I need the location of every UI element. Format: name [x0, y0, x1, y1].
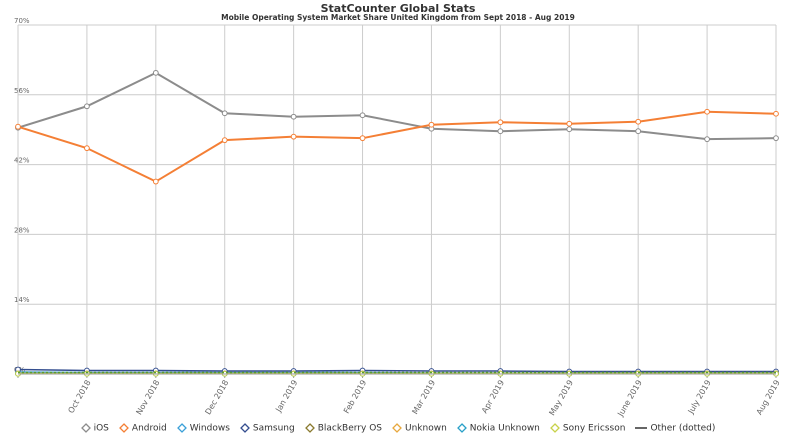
- legend-label: Nokia Unknown: [469, 423, 540, 434]
- data-point: [704, 108, 710, 115]
- legend-item[interactable]: Sony Ericsson: [549, 423, 626, 434]
- data-point: [773, 110, 779, 117]
- legend-diamond-icon: [239, 423, 250, 433]
- x-tick-label: July 2019: [686, 379, 713, 417]
- y-tick-label: 14%: [14, 296, 30, 304]
- legend-label: Sony Ericsson: [562, 423, 626, 434]
- legend-label: Samsung: [252, 423, 295, 434]
- data-point: [359, 112, 366, 119]
- series-line: [17, 110, 777, 183]
- data-point: [497, 119, 504, 126]
- data-point: [704, 136, 710, 143]
- data-point: [290, 133, 297, 140]
- data-point: [15, 123, 21, 130]
- legend-diamond-icon: [456, 423, 467, 433]
- legend-diamond-icon: [176, 423, 187, 433]
- x-tick-label: Aug 2019: [755, 379, 782, 417]
- legend-item[interactable]: Windows: [176, 423, 230, 434]
- data-point: [497, 128, 504, 135]
- chart-title: StatCounter Global Stats: [320, 2, 476, 15]
- legend-item[interactable]: Android: [118, 423, 167, 434]
- legend-label: Android: [131, 423, 167, 434]
- data-point: [566, 120, 573, 127]
- data-point: [221, 110, 228, 117]
- legend-diamond-icon: [80, 423, 91, 433]
- legend-item[interactable]: Samsung: [239, 423, 295, 434]
- data-point: [84, 103, 90, 110]
- y-tick-label: 42%: [14, 157, 30, 165]
- legend-label: BlackBerry OS: [317, 423, 382, 434]
- legend-diamond-icon: [304, 423, 315, 433]
- legend-label: Other (dotted): [650, 423, 716, 434]
- data-point: [635, 128, 642, 135]
- legend-diamond-icon: [118, 423, 129, 433]
- x-tick-label: Oct 2018: [66, 379, 92, 415]
- legend-item[interactable]: Nokia Unknown: [456, 423, 540, 434]
- x-tick-label: Apr 2019: [480, 379, 506, 415]
- data-point: [152, 178, 159, 185]
- legend-item[interactable]: iOS: [80, 423, 109, 434]
- series-line: [17, 71, 777, 141]
- legend-item[interactable]: BlackBerry OS: [304, 423, 382, 434]
- legend-item[interactable]: Unknown: [392, 423, 447, 434]
- series-line: [17, 368, 776, 373]
- data-point: [359, 135, 366, 142]
- chart-subtitle: Mobile Operating System Market Share Uni…: [221, 13, 575, 22]
- data-point: [84, 145, 90, 152]
- y-tick-label: 56%: [14, 87, 30, 95]
- data-point: [635, 118, 642, 125]
- chart-legend: iOS Android Windows Samsung BlackBerry OS Unk…: [0, 423, 796, 434]
- x-tick-label: May 2019: [547, 379, 575, 418]
- data-point: [773, 135, 779, 142]
- data-point: [221, 137, 228, 144]
- data-point: [290, 113, 297, 120]
- legend-label: Unknown: [405, 423, 447, 434]
- x-tick-label: Nov 2018: [134, 379, 161, 417]
- data-point: [566, 126, 573, 133]
- legend-label: iOS: [93, 423, 109, 434]
- legend-diamond-icon: [392, 423, 402, 433]
- legend-line-icon: [635, 427, 648, 429]
- x-tick-label: Dec 2018: [203, 379, 230, 417]
- x-tick-label: Mar 2019: [410, 379, 437, 416]
- y-tick-label: 28%: [14, 226, 30, 234]
- x-tick-label: Feb 2019: [342, 379, 368, 416]
- y-tick-label: 70%: [14, 17, 30, 25]
- x-tick-label: June 2019: [615, 379, 643, 419]
- x-tick-label: Jan 2019: [273, 379, 299, 415]
- legend-item[interactable]: Other (dotted): [635, 423, 715, 434]
- data-point: [428, 121, 435, 128]
- data-point: [152, 69, 159, 76]
- legend-label: Windows: [189, 423, 230, 434]
- legend-diamond-icon: [549, 423, 560, 433]
